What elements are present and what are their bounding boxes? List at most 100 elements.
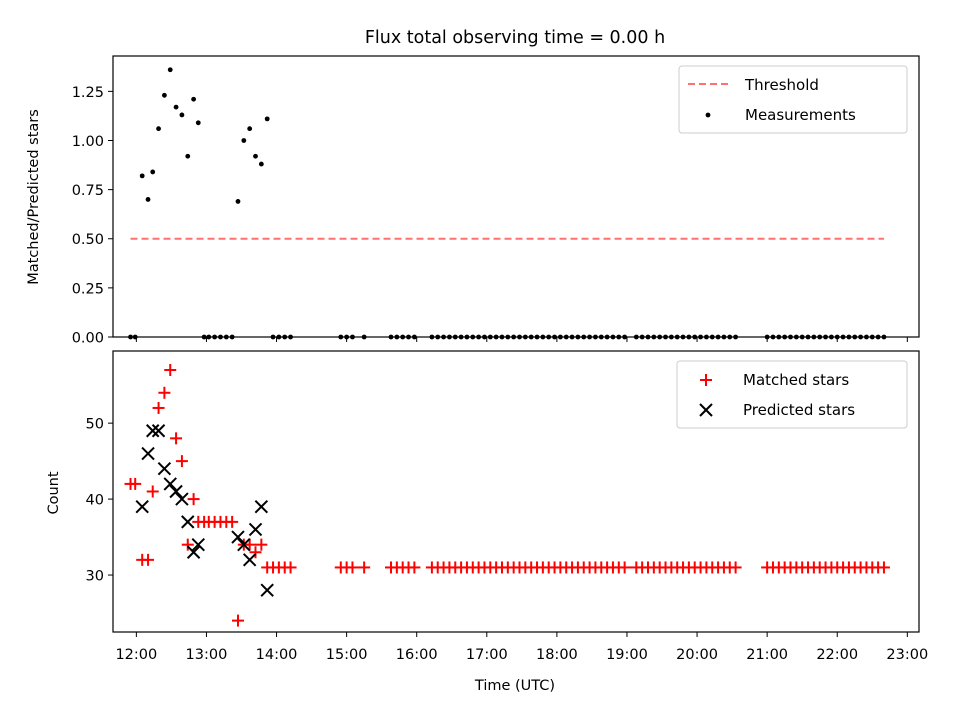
measurement-point — [253, 153, 258, 159]
predicted-star-point — [248, 522, 263, 537]
x-tick-label: 22:00 — [816, 647, 858, 663]
predicted-star-point — [175, 492, 189, 506]
ratio-axes-frame — [112, 55, 920, 338]
x-tick-label: 13:00 — [186, 647, 228, 663]
ratio-legend-box — [678, 65, 908, 134]
x-axis-label: Time (UTC) — [474, 678, 555, 694]
matched-star-point — [158, 386, 171, 399]
x-tick-label: 16:00 — [396, 647, 438, 663]
matched-legend-swatch — [700, 374, 712, 386]
y-tick-label: 0.75 — [72, 183, 104, 199]
predicted-star-point — [157, 462, 172, 476]
matched-star-point — [231, 614, 244, 627]
count-x-ticks: 12:00 13:00 14:00 15:00 16:00 17:00 18:00 19:00… — [115, 632, 928, 663]
y-tick-label: 0.50 — [72, 232, 104, 248]
count-legend: Matched stars Predicted stars — [676, 360, 908, 429]
y-tick-label: 1.25 — [72, 85, 104, 101]
matched-star-point — [187, 493, 200, 506]
matched-star-point — [146, 485, 159, 498]
measurement-point — [247, 126, 253, 132]
x-tick-label: 17:00 — [466, 647, 508, 663]
matched-star-point — [346, 561, 359, 574]
matched-star-point — [226, 515, 239, 528]
x-tick-label: 20:00 — [676, 647, 718, 663]
matched-star-point — [249, 546, 262, 559]
predicted-star-point — [135, 499, 149, 514]
count-y-ticks: 30 40 50 — [86, 417, 113, 585]
measurement-point — [264, 116, 270, 122]
predicted-legend-label: Predicted stars — [743, 401, 855, 419]
matched-star-point — [243, 538, 256, 551]
measurements-legend-swatch — [705, 112, 711, 118]
matched-star-point — [877, 561, 890, 574]
ratio-panel: 0.00 0.25 0.50 0.75 1.00 1.25 Matched/Predict… — [26, 55, 920, 347]
measurement-point — [258, 161, 264, 167]
measurement-point — [139, 173, 145, 179]
x-tick-label: 12:00 — [115, 647, 157, 663]
y-tick-label: 50 — [86, 417, 104, 433]
matched-star-point — [618, 561, 631, 574]
predicted-star-point — [242, 553, 257, 567]
predicted-star-point — [254, 499, 269, 514]
x-tick-label: 18:00 — [536, 647, 578, 663]
matched-star-point — [729, 561, 742, 574]
matched-star-point — [152, 401, 165, 414]
predicted-star-point — [141, 446, 155, 461]
y-tick-label: 30 — [86, 569, 104, 585]
threshold-legend-label: Threshold — [744, 76, 819, 94]
matched-star-point — [175, 455, 188, 468]
predicted-star-point — [186, 545, 201, 559]
measurement-point — [195, 120, 201, 126]
measurement-point — [156, 126, 161, 132]
measurement-point — [145, 197, 151, 202]
matched-star-point — [408, 561, 421, 574]
predicted-star-point — [169, 484, 183, 499]
measurement-point — [235, 199, 241, 204]
measurement-point — [161, 92, 167, 98]
predicted-legend-swatch — [699, 403, 713, 417]
y-tick-label: 1.00 — [72, 134, 104, 150]
predicted-star-point — [237, 537, 251, 552]
count-y-axis-label: Count — [46, 471, 62, 514]
matched-star-point — [181, 538, 194, 551]
ratio-y-axis-label: Matched/Predicted stars — [26, 109, 42, 285]
matched-star-point — [142, 553, 155, 566]
matched-star-point — [170, 432, 183, 445]
matched-star-point — [255, 538, 268, 551]
matched-star-point — [284, 561, 297, 574]
measurement-point — [150, 169, 156, 175]
x-tick-label: 15:00 — [326, 647, 368, 663]
measurements-legend-label: Measurements — [745, 106, 856, 124]
predicted-star-point — [146, 424, 160, 438]
matched-star-point — [164, 363, 177, 376]
measurement-point — [191, 96, 197, 102]
y-tick-label: 0.00 — [72, 331, 104, 347]
matched-star-point — [358, 561, 371, 574]
count-legend-box — [676, 360, 908, 429]
measurement-point — [185, 153, 191, 159]
y-tick-label: 40 — [86, 493, 104, 509]
measurement-point — [167, 67, 173, 73]
ratio-y-ticks: 0.00 0.25 0.50 0.75 1.00 1.25 — [72, 85, 113, 347]
x-tick-label: 23:00 — [886, 647, 928, 663]
x-tick-label: 14:00 — [256, 647, 298, 663]
measurement-point — [241, 138, 247, 143]
matched-legend-label: Matched stars — [743, 371, 849, 389]
predicted-star-point — [163, 477, 177, 491]
count-panel: 30 40 50 12:00 13:00 14:00 15:00 16:00 17:00 18:… — [46, 350, 928, 694]
x-tick-label: 19:00 — [606, 647, 648, 663]
matched-star-point — [129, 477, 142, 490]
predicted-star-point — [260, 583, 274, 597]
count-axes-frame — [112, 350, 920, 633]
ratio-legend: Threshold Measurements — [678, 65, 908, 134]
count-points — [124, 363, 890, 627]
y-tick-label: 0.25 — [72, 281, 104, 297]
chart-title: Flux total observing time = 0.00 h — [365, 28, 665, 48]
predicted-star-point — [181, 515, 195, 529]
predicted-star-point — [231, 530, 245, 544]
predicted-star-point — [191, 537, 205, 552]
measurement-point — [173, 104, 179, 110]
x-tick-label: 21:00 — [746, 647, 788, 663]
ratio-x-ticks — [135, 337, 908, 342]
